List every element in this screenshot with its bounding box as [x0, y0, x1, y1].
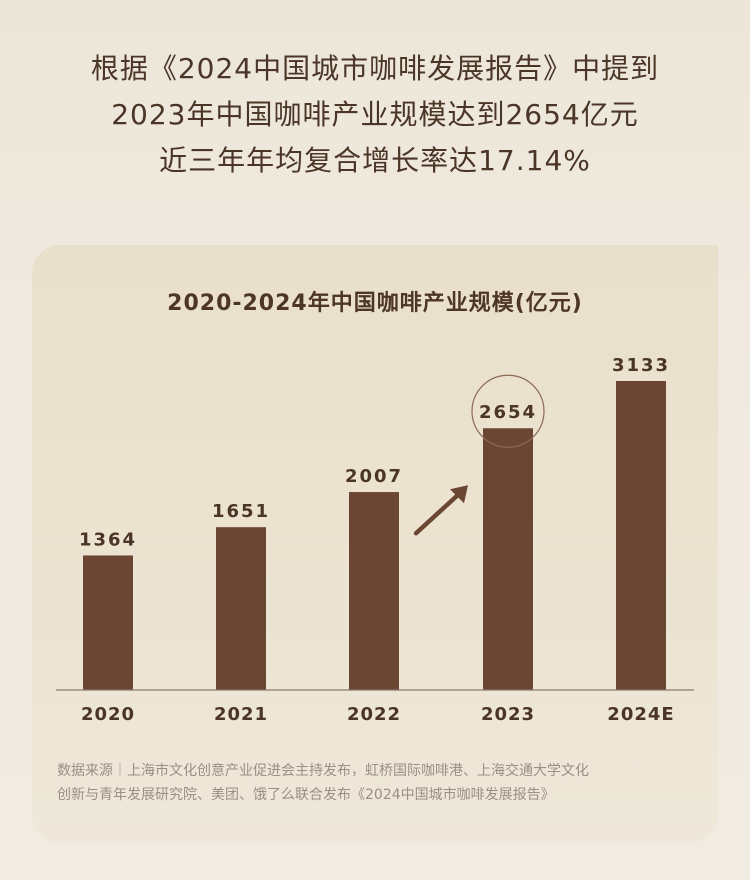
bar-2023 [483, 428, 533, 690]
value-label-2023: 2654 [479, 402, 537, 423]
footnote-line-2: 创新与青年发展研究院、美团、饿了么联合发布《2024中国城市咖啡发展报告》 [57, 787, 555, 803]
category-label-2023: 2023 [481, 704, 535, 725]
headline-line-2: 2023年中国咖啡产业规模达到2654亿元 [111, 98, 639, 131]
chart-card: 2020-2024年中国咖啡产业规模(亿元) 1364 2020 1651 2021 2… [32, 245, 718, 843]
value-label-2022: 2007 [345, 466, 403, 487]
bar-2024E [616, 381, 666, 690]
bar-2021 [216, 527, 266, 690]
growth-arrow-head [450, 485, 468, 504]
headline: 根据《2024中国城市咖啡发展报告》中提到 2023年中国咖啡产业规模达到265… [0, 46, 750, 184]
category-label-2021: 2021 [214, 704, 268, 725]
highlight-circle [471, 374, 545, 448]
value-label-2020: 1364 [79, 529, 137, 550]
chart-title: 2020-2024年中国咖啡产业规模(亿元) [167, 291, 583, 316]
headline-line-3: 近三年年均复合增长率达17.14% [159, 144, 591, 177]
value-label-2021: 1651 [212, 501, 270, 522]
headline-line-1: 根据《2024中国城市咖啡发展报告》中提到 [90, 52, 660, 85]
growth-arrow-shaft [413, 488, 465, 536]
bar-2020 [83, 555, 133, 690]
bar-2022 [349, 492, 399, 690]
bar-chart: 1364 2020 1651 2021 2007 2022 2654 2023 3133 2024… [56, 355, 694, 725]
category-label-2020: 2020 [81, 704, 135, 725]
category-label-2022: 2022 [347, 704, 401, 725]
footnote-line-1: 数据来源｜上海市文化创意产业促进会主持发布，虹桥国际咖啡港、上海交通大学文化 [57, 763, 589, 779]
source-footnote: 数据来源｜上海市文化创意产业促进会主持发布，虹桥国际咖啡港、上海交通大学文化 创… [57, 759, 707, 807]
value-label-2024E: 3133 [612, 355, 670, 376]
category-label-2024E: 2024E [607, 704, 674, 725]
